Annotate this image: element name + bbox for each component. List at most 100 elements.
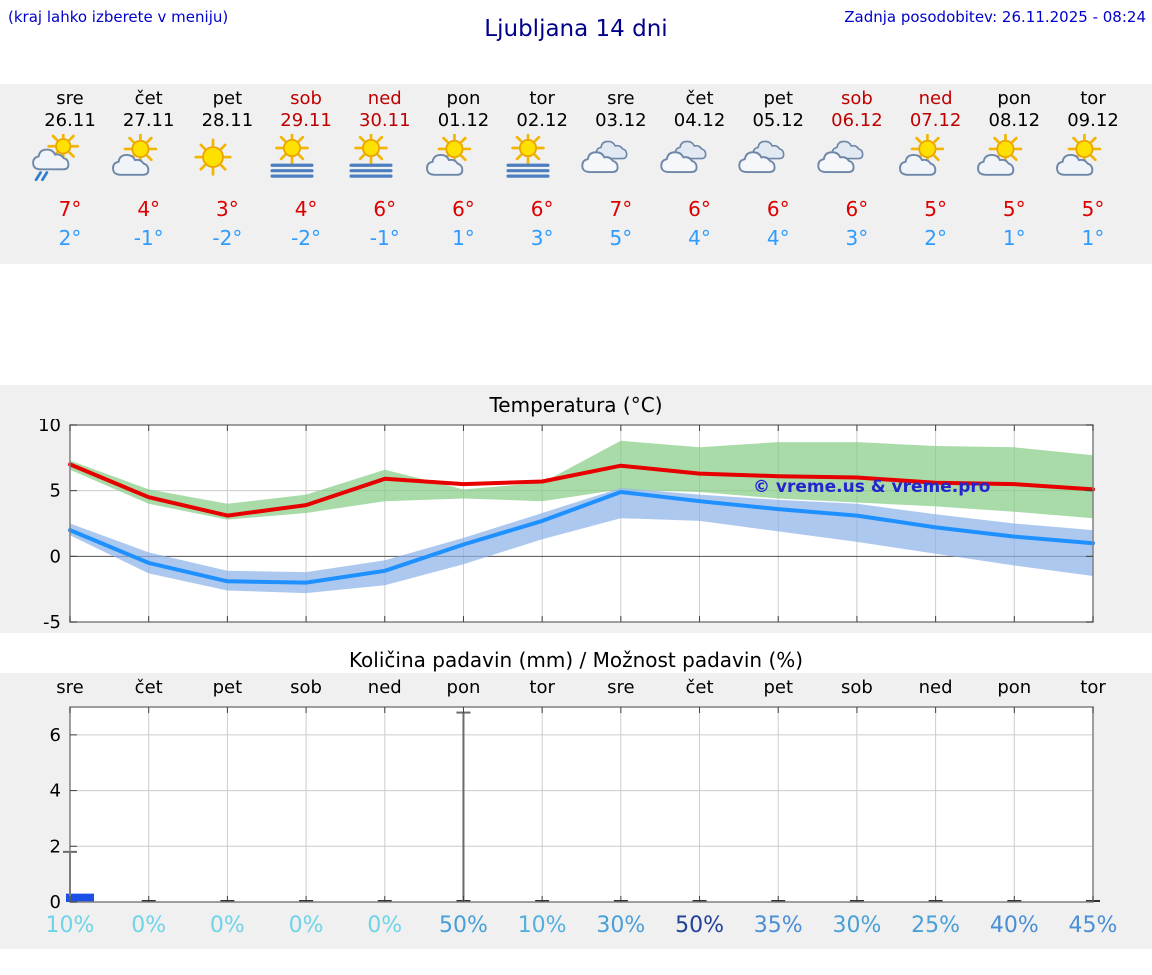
- sun-fog-icon: [499, 134, 585, 192]
- temperature-section: Temperatura (°C) 10 5 0 -5 © vreme.us & vre…: [0, 385, 1152, 633]
- high-temp: 5°: [924, 197, 947, 221]
- precip-probability: 0%: [288, 913, 324, 938]
- forecast-day-09.12[interactable]: tor 09.12 5° 1°: [1050, 88, 1136, 252]
- precip-day-label: čet: [685, 677, 714, 698]
- day-date: 04.12: [673, 110, 726, 131]
- forecast-day-04.12[interactable]: čet 04.12 6° 4°: [657, 88, 743, 252]
- temp-ytick-label: 5: [50, 481, 61, 502]
- day-name: pet: [763, 88, 793, 109]
- forecast-day-30.11[interactable]: ned 30.11 6° -1°: [342, 88, 428, 252]
- low-temp: 5°: [609, 226, 633, 250]
- low-temp: 3°: [530, 226, 554, 250]
- sun-cloud-rain-icon: [27, 134, 113, 192]
- sun-cloud-icon: [420, 134, 506, 192]
- high-temp: 6°: [373, 197, 397, 221]
- day-name: čet: [134, 88, 163, 109]
- high-temp: 6°: [452, 197, 475, 221]
- forecast-day-06.12[interactable]: sob 06.12 6° 3°: [814, 88, 900, 252]
- forecast-day-26.11[interactable]: sre 26.11 7° 2°: [27, 88, 113, 252]
- precip-probability: 30%: [832, 913, 882, 938]
- precip-probability: 10%: [45, 913, 95, 938]
- precip-probability: 0%: [131, 913, 167, 938]
- forecast-strip: sre 26.11 7° 2° čet 27.11 4° -1° pet 28.11 3° -2° so…: [0, 84, 1152, 264]
- forecast-day-03.12[interactable]: sre 03.12 7° 5°: [578, 88, 664, 252]
- precip-day-label: tor: [529, 677, 555, 698]
- precip-day-label: čet: [134, 677, 163, 698]
- day-name: sre: [607, 88, 635, 109]
- day-date: 06.12: [831, 110, 883, 131]
- temperature-chart-title: Temperatura (°C): [489, 393, 663, 417]
- forecast-day-28.11[interactable]: pet 28.11 3° -2°: [184, 88, 270, 252]
- day-date: 09.12: [1067, 110, 1119, 131]
- precip-ytick-label: 0: [50, 892, 61, 909]
- low-temp: 1°: [1002, 226, 1026, 250]
- precip-day-label: pet: [763, 677, 793, 698]
- low-temp: 4°: [688, 226, 711, 250]
- day-name: tor: [1080, 88, 1106, 109]
- last-updated: Zadnja posodobitev: 26.11.2025 - 08:24: [844, 8, 1146, 26]
- sun-icon: [184, 134, 270, 192]
- day-name: tor: [529, 88, 555, 109]
- precip-probability-labels: 10% 0% 0% 0% 0% 50% 10% 30% 50% 35% 30% 25% 40% 45%: [0, 909, 1152, 945]
- clouds-icon: [735, 134, 821, 192]
- max-temp-line: [68, 462, 1095, 518]
- page-title: Ljubljana 14 dni: [484, 16, 668, 42]
- day-date: 28.11: [201, 110, 254, 131]
- forecast-day-29.11[interactable]: sob 29.11 4° -2°: [263, 88, 349, 252]
- forecast-day-27.11[interactable]: čet 27.11 4° -1°: [106, 88, 192, 252]
- low-temp: -1°: [369, 226, 400, 250]
- day-name: pon: [446, 88, 481, 109]
- low-temp: 1°: [452, 226, 475, 250]
- high-temp: 6°: [766, 197, 790, 221]
- precip-day-label: pon: [997, 677, 1032, 698]
- precip-probability: 35%: [753, 913, 803, 938]
- precip-ytick-label: 2: [50, 836, 61, 857]
- precip-probability: 30%: [596, 913, 646, 938]
- day-name: sre: [56, 88, 84, 109]
- day-name: ned: [918, 88, 953, 109]
- sun-cloud-icon: [971, 134, 1057, 192]
- low-temp: 2°: [924, 226, 947, 250]
- day-date: 30.11: [359, 110, 411, 131]
- low-temp: 1°: [1081, 226, 1105, 250]
- day-date: 05.12: [752, 110, 804, 131]
- location-menu-hint[interactable]: (kraj lahko izberete v meniju): [8, 8, 229, 26]
- precip-probability: 10%: [517, 913, 567, 938]
- high-temp: 4°: [137, 197, 161, 221]
- precip-probability: 45%: [1068, 913, 1118, 938]
- forecast-day-02.12[interactable]: tor 02.12 6° 3°: [499, 88, 585, 252]
- high-temp: 3°: [216, 197, 239, 221]
- precip-day-label: pet: [212, 677, 243, 698]
- day-date: 03.12: [595, 110, 647, 131]
- clouds-icon: [578, 134, 664, 192]
- temp-ytick-label: 10: [38, 419, 61, 436]
- header: (kraj lahko izberete v meniju) Ljubljana…: [0, 0, 1152, 48]
- precip-day-label: ned: [918, 677, 953, 698]
- day-date: 29.11: [280, 110, 332, 131]
- precip-day-label: tor: [1080, 677, 1106, 698]
- precip-probability: 40%: [989, 913, 1039, 938]
- watermark-link[interactable]: © vreme.us & vreme.pro: [753, 477, 991, 497]
- day-date: 01.12: [437, 110, 490, 131]
- forecast-day-01.12[interactable]: pon 01.12 6° 1°: [420, 88, 506, 252]
- low-temp: 3°: [845, 226, 869, 250]
- forecast-day-07.12[interactable]: ned 07.12 5° 2°: [893, 88, 979, 252]
- clouds-icon: [657, 134, 743, 192]
- day-date: 27.11: [122, 110, 175, 131]
- forecast-day-08.12[interactable]: pon 08.12 5° 1°: [971, 88, 1057, 252]
- day-name: pon: [997, 88, 1032, 109]
- high-temp: 6°: [845, 197, 869, 221]
- precip-probability: 50%: [439, 913, 488, 938]
- forecast-day-05.12[interactable]: pet 05.12 6° 4°: [735, 88, 821, 252]
- temp-ytick-label: 0: [50, 546, 61, 567]
- precip-probability: 0%: [367, 913, 403, 938]
- low-temp: 4°: [766, 226, 790, 250]
- precip-probability: 0%: [209, 913, 245, 938]
- day-date: 26.11: [44, 110, 96, 131]
- day-name: pet: [212, 88, 243, 109]
- min-temp-line: [68, 490, 1095, 585]
- clouds-icon: [814, 134, 900, 192]
- temperature-chart: 10 5 0 -5: [38, 419, 1095, 633]
- high-temp: 4°: [294, 197, 318, 221]
- low-temp: -1°: [133, 226, 164, 250]
